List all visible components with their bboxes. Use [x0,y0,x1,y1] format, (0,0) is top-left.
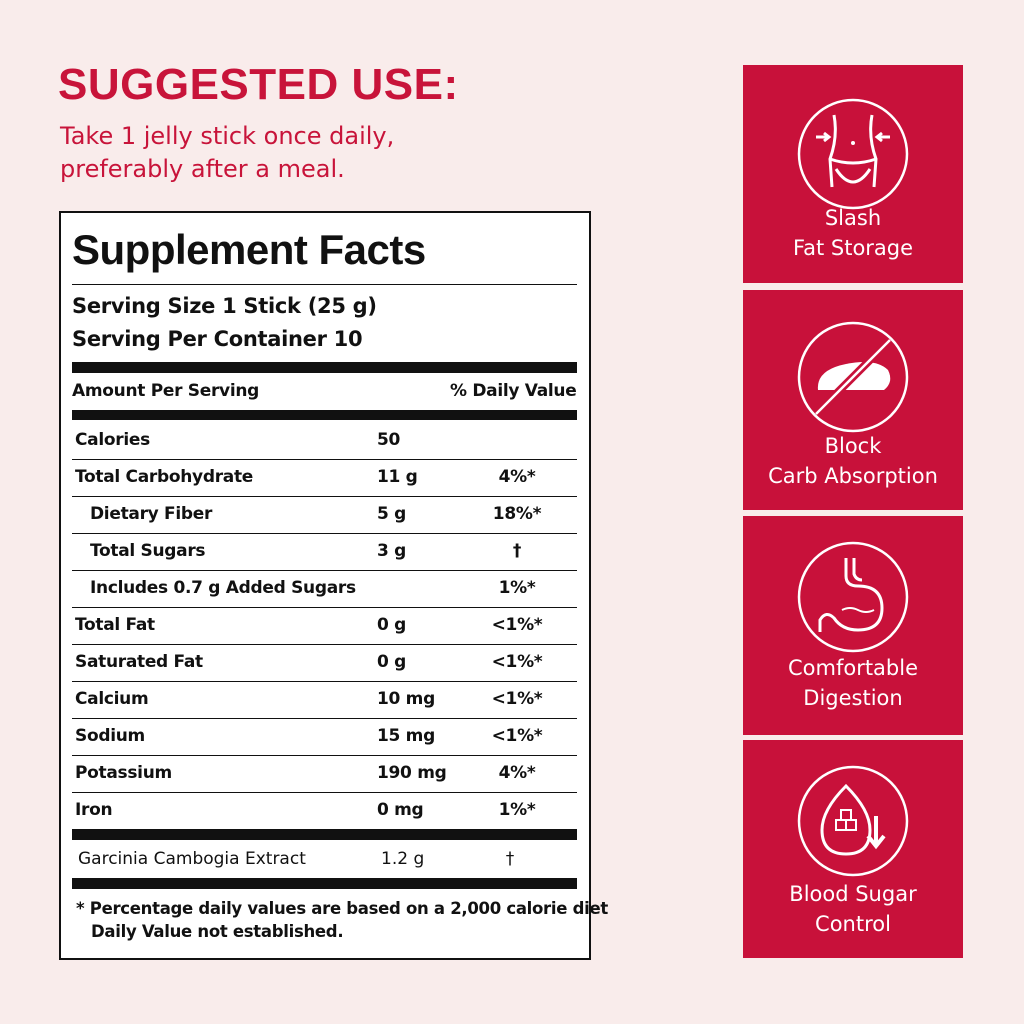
icon-waist [797,98,909,210]
benefit-label: Control [815,912,891,936]
row-dv: 4%* [498,467,536,487]
col-header: Amount Per Serving [72,381,260,401]
row-rule [72,718,577,719]
row-dv: 18%* [492,504,542,524]
extract-name: Garcinia Cambogia Extract [78,849,306,869]
row-rule [72,533,577,534]
row-amount: 10 mg [377,689,435,709]
row-name: Total Sugars [90,541,206,561]
thick-bar [72,362,577,373]
row-dv: <1%* [491,726,543,746]
row-amount: 0 g [377,652,407,672]
row-name: Sodium [75,726,145,746]
row-name: Total Carbohydrate [75,467,254,487]
benefit-label: Slash [824,206,882,230]
row-amount: 5 g [377,504,407,524]
icon-blood-sugar [797,765,909,877]
row-name: Calcium [75,689,149,709]
row-rule [72,755,577,756]
row-name: Dietary Fiber [90,504,213,524]
row-name: Total Fat [75,615,155,635]
row-rule [72,681,577,682]
benefit-panel: Blood Sugar Control [743,740,963,958]
row-amount: 15 mg [377,726,435,746]
thick-bar [72,878,577,889]
icon-stomach [797,541,909,653]
row-amount: 11 g [377,467,418,487]
servings: Serving Per Container 10 [72,327,363,351]
footnote: Daily Value not established. [91,922,344,941]
row-dv: 1%* [498,578,536,598]
row-amount: 0 mg [377,800,424,820]
benefit-label: Digestion [803,686,903,710]
row-name: Includes 0.7 g Added Sugars [90,578,356,598]
row-amount: 190 mg [377,763,447,783]
benefit-label: Carb Absorption [768,464,938,488]
benefit-label: Fat Storage [792,236,914,260]
row-rule [72,644,577,645]
row-rule [72,792,577,793]
facts-title: Supplement Facts [72,226,426,273]
col-header: % Daily Value [450,381,577,401]
row-name: Saturated Fat [75,652,203,672]
rule [72,284,577,285]
benefit-label: Blood Sugar [789,882,917,906]
benefit-label: Comfortable [787,656,919,680]
usage-line: Take 1 jelly stick once daily, [60,122,395,150]
row-amount: 50 [377,430,401,450]
row-name: Potassium [75,763,172,783]
thick-bar [72,829,577,840]
thick-bar [72,410,577,420]
row-dv: † [512,541,522,561]
row-dv: <1%* [491,615,543,635]
footnote: * Percentage daily values are based on a… [76,899,608,918]
usage-line: preferably after a meal. [60,155,345,183]
row-rule [72,570,577,571]
row-rule [72,496,577,497]
row-rule [72,459,577,460]
row-rule [72,607,577,608]
row-dv: <1%* [491,689,543,709]
usage-heading: SUGGESTED USE: [58,60,459,109]
serving-size: Serving Size 1 Stick (25 g) [72,294,377,318]
benefit-panel: Comfortable Digestion [743,516,963,735]
row-name: Iron [75,800,113,820]
extract-dv: † [505,849,515,869]
extract-amount: 1.2 g [381,849,425,869]
row-amount: 3 g [377,541,407,561]
row-name: Calories [75,430,150,450]
benefit-panel: Block Carb Absorption [743,290,963,510]
benefit-panel: Slash Fat Storage [743,65,963,283]
row-amount: 0 g [377,615,407,635]
benefit-label: Block [824,434,882,458]
row-dv: <1%* [491,652,543,672]
row-dv: 1%* [498,800,536,820]
icon-bread [797,321,909,433]
row-dv: 4%* [498,763,536,783]
